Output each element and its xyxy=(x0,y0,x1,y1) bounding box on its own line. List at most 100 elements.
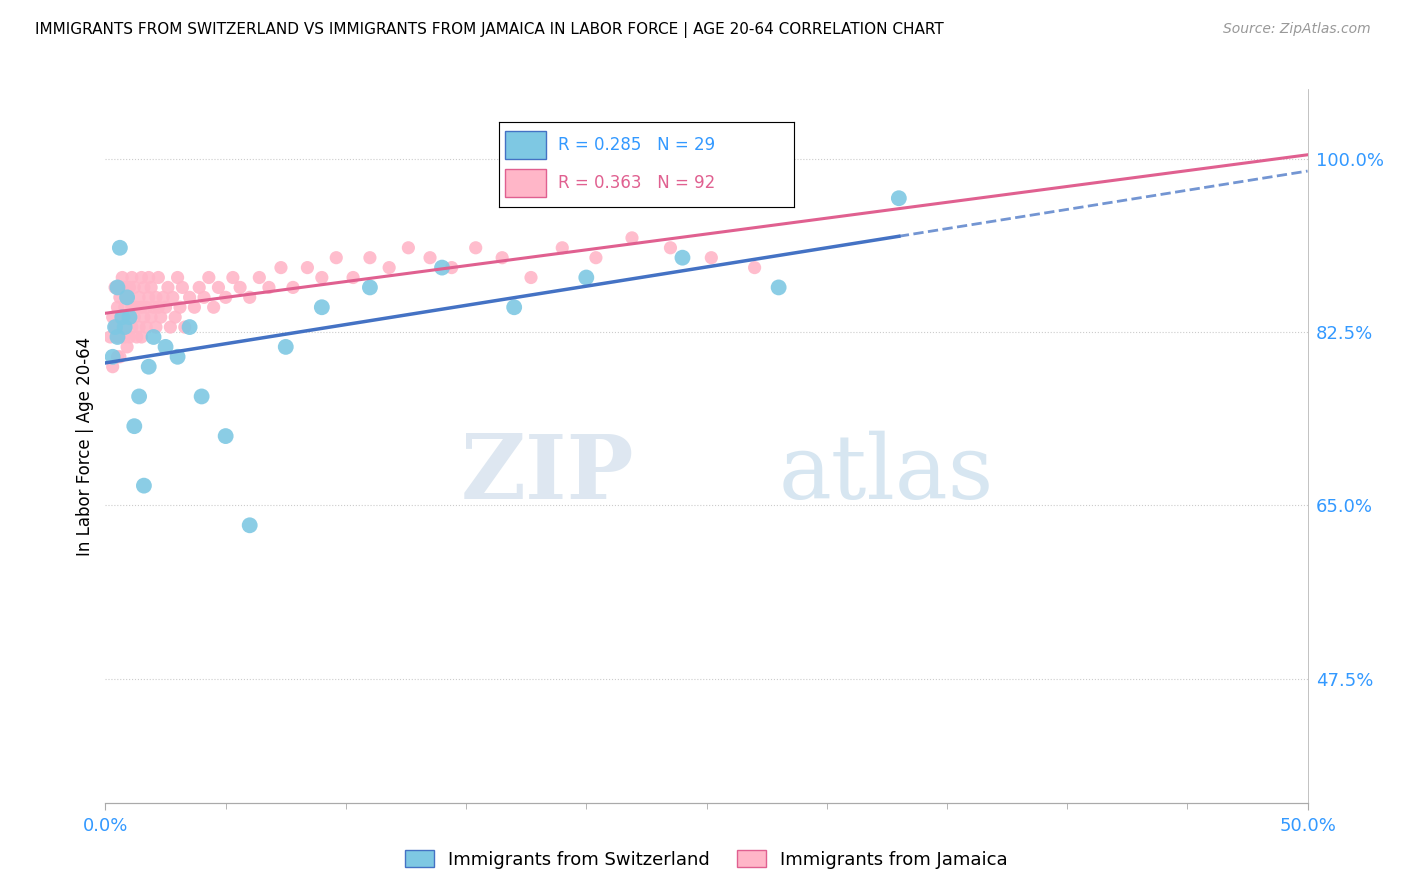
Point xyxy=(378,260,401,275)
Point xyxy=(121,320,143,334)
Point xyxy=(107,330,129,344)
Point xyxy=(104,320,127,334)
Point xyxy=(396,241,419,255)
Point xyxy=(359,251,381,265)
Point xyxy=(257,280,280,294)
Point xyxy=(281,280,304,294)
Point xyxy=(107,330,129,344)
Point xyxy=(183,300,205,314)
Point xyxy=(132,478,155,492)
Point xyxy=(239,290,262,304)
Point xyxy=(659,241,682,255)
Point xyxy=(145,290,167,304)
Point xyxy=(128,389,150,403)
Point xyxy=(430,260,453,275)
Point xyxy=(128,320,150,334)
Point xyxy=(169,300,191,314)
Point xyxy=(111,310,134,325)
Point xyxy=(768,280,790,294)
Point xyxy=(575,270,598,285)
Point xyxy=(419,251,441,265)
Point xyxy=(115,340,138,354)
Point xyxy=(166,350,188,364)
Point xyxy=(193,290,215,304)
Point xyxy=(149,310,172,325)
Text: ZIP: ZIP xyxy=(461,431,634,518)
Point xyxy=(107,280,129,294)
Point xyxy=(145,320,167,334)
Point xyxy=(202,300,225,314)
Point xyxy=(551,241,574,255)
Point xyxy=(155,340,177,354)
Point xyxy=(121,300,143,314)
Point xyxy=(135,300,157,314)
Point xyxy=(124,280,146,294)
Point xyxy=(440,260,463,275)
Point xyxy=(118,310,141,325)
Point xyxy=(585,251,607,265)
Point xyxy=(148,300,170,314)
Point xyxy=(222,270,245,285)
Bar xyxy=(505,130,547,159)
Point xyxy=(131,270,153,285)
Point xyxy=(142,330,165,344)
Point xyxy=(270,260,292,275)
Point xyxy=(155,300,177,314)
Point xyxy=(887,191,910,205)
Point xyxy=(620,231,643,245)
Point xyxy=(311,300,333,314)
Point xyxy=(101,350,124,364)
Point xyxy=(464,241,486,255)
Point xyxy=(179,290,201,304)
Point xyxy=(172,280,194,294)
Point xyxy=(101,310,124,325)
Point xyxy=(744,260,766,275)
Point xyxy=(359,280,381,294)
Point xyxy=(111,320,134,334)
Point xyxy=(198,270,221,285)
Point xyxy=(520,270,543,285)
Point xyxy=(124,419,146,434)
Point xyxy=(207,280,229,294)
Point xyxy=(671,251,693,265)
Point xyxy=(108,241,131,255)
Point xyxy=(342,270,364,285)
Point xyxy=(101,359,124,374)
Point xyxy=(107,300,129,314)
Point xyxy=(325,251,347,265)
Point xyxy=(107,350,129,364)
Text: R = 0.363   N = 92: R = 0.363 N = 92 xyxy=(558,174,716,192)
Point xyxy=(114,320,136,334)
Point xyxy=(156,280,179,294)
Point xyxy=(700,251,723,265)
Point xyxy=(138,359,160,374)
Point xyxy=(114,330,136,344)
Point xyxy=(111,270,134,285)
Point xyxy=(173,320,195,334)
Point xyxy=(124,310,146,325)
Point xyxy=(148,270,170,285)
Point xyxy=(115,310,138,325)
Point xyxy=(115,290,138,304)
Point xyxy=(239,518,262,533)
Point xyxy=(111,310,134,325)
Point xyxy=(118,310,141,325)
Point xyxy=(108,350,131,364)
Point xyxy=(118,330,141,344)
Point xyxy=(503,300,526,314)
Point xyxy=(114,280,136,294)
Legend: Immigrants from Switzerland, Immigrants from Jamaica: Immigrants from Switzerland, Immigrants … xyxy=(398,843,1015,876)
Point xyxy=(166,270,188,285)
Point xyxy=(132,310,155,325)
Point xyxy=(138,270,160,285)
Point xyxy=(142,300,165,314)
Point xyxy=(152,290,174,304)
Point xyxy=(125,300,148,314)
Point xyxy=(297,260,319,275)
Point xyxy=(214,429,236,443)
Point xyxy=(121,270,143,285)
Point xyxy=(179,320,201,334)
Point xyxy=(108,290,131,304)
Point xyxy=(139,280,162,294)
Point xyxy=(311,270,333,285)
